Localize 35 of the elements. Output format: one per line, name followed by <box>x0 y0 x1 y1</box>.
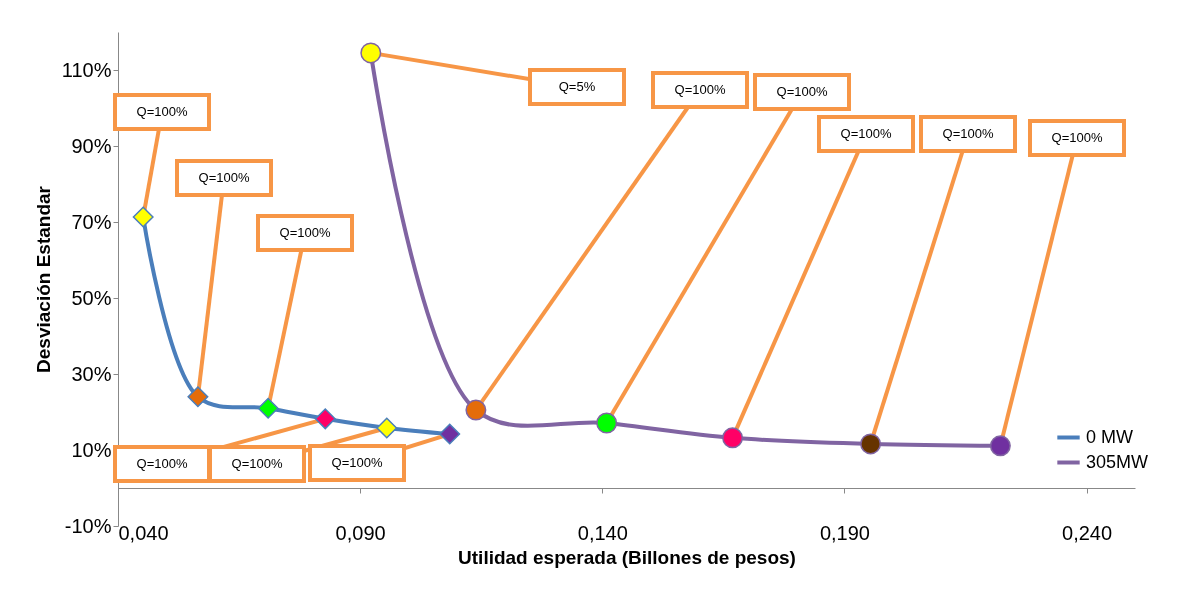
x-tick-label: 0,040 <box>118 521 169 544</box>
point <box>989 435 1011 457</box>
point <box>860 433 882 455</box>
annotation: Q=100% <box>136 456 188 471</box>
annotation: Q=100% <box>776 84 828 99</box>
x-tick-label: 0,140 <box>577 521 628 544</box>
annotation: Q=100% <box>840 126 892 141</box>
legend-label: 0 MW <box>1086 426 1134 447</box>
annotation: Q=100% <box>136 104 188 119</box>
y-tick-label: 50% <box>71 286 112 309</box>
annotation: Q=100% <box>231 456 283 471</box>
point <box>596 412 618 434</box>
y-tick-label: -10% <box>64 514 112 537</box>
x-tick-label: 0,240 <box>1062 521 1113 544</box>
annotation: Q=100% <box>674 82 726 97</box>
x-tick-label: 0,190 <box>819 521 870 544</box>
annotation: Q=100% <box>1051 130 1103 145</box>
annotation: Q=100% <box>279 225 331 240</box>
point <box>722 427 744 449</box>
annotation: Q=100% <box>942 126 994 141</box>
y-axis-title: Desviación Estandar <box>32 185 54 373</box>
legend-label: 305MW <box>1086 451 1149 472</box>
x-tick-label: 0,090 <box>335 521 386 544</box>
annotation: Q=100% <box>331 455 383 470</box>
annotation: Q=5% <box>558 79 596 94</box>
y-tick-label: 110% <box>61 58 112 81</box>
point <box>376 417 398 439</box>
point <box>132 206 154 228</box>
y-tick-label: 10% <box>71 438 112 461</box>
point <box>465 399 487 421</box>
y-tick-label: 90% <box>71 134 112 157</box>
y-tick-label: 70% <box>71 210 112 233</box>
y-tick-label: 30% <box>71 362 112 385</box>
annotation: Q=100% <box>198 170 250 185</box>
x-axis-title: Utilidad esperada (Billones de pesos) <box>458 546 796 568</box>
